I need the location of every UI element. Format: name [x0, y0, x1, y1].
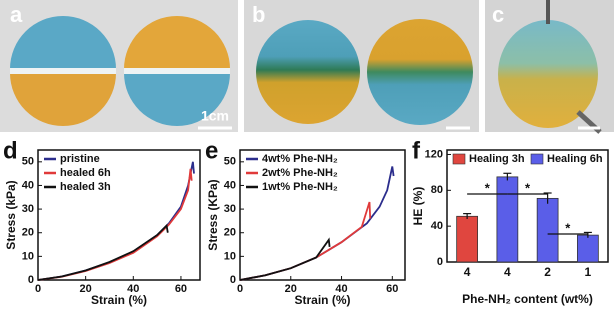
- x-tick-label: 0: [35, 283, 41, 295]
- series-line: [239, 237, 331, 281]
- series-line: [239, 201, 372, 281]
- photo-b: b: [244, 0, 479, 132]
- x-tick-label: 40: [127, 283, 139, 295]
- bar: [496, 176, 519, 263]
- x-tick-label: 4: [504, 265, 511, 279]
- plot-frame: [37, 149, 201, 281]
- y-axis-label: HE (%): [411, 187, 425, 226]
- series-line: [37, 223, 169, 281]
- x-tick-label: 60: [386, 283, 398, 295]
- x-tick-label: 40: [335, 283, 347, 295]
- y-tick-label: 20: [22, 227, 34, 239]
- y-tick-label: 30: [22, 203, 34, 215]
- photo-c: c: [485, 0, 614, 134]
- legend-swatch: [530, 153, 544, 165]
- x-axis-label: Strain (%): [91, 293, 147, 307]
- photo-a: a 1cm: [0, 0, 238, 132]
- bar: [577, 234, 599, 263]
- y-tick-label: 40: [431, 220, 443, 232]
- y-tick-label: 0: [437, 256, 443, 268]
- x-axis-label: Strain (%): [294, 293, 350, 307]
- y-axis-label: Stress (KPa): [206, 179, 220, 250]
- bar: [536, 197, 559, 263]
- y-tick-label: 10: [22, 250, 34, 262]
- panel-label: c: [492, 2, 504, 27]
- legend-label: 2wt% Phe-NH₂: [262, 167, 338, 179]
- y-tick-label: 50: [224, 156, 236, 168]
- y-tick-label: 10: [224, 250, 236, 262]
- scale-label: 1cm: [201, 108, 229, 124]
- y-tick-label: 0: [28, 274, 34, 286]
- x-axis-label: Phe-NH₂ content (wt%): [462, 292, 593, 306]
- y-tick-label: 30: [224, 203, 236, 215]
- legend-label: 4wt% Phe-NH₂: [262, 153, 338, 165]
- x-tick-label: 0: [237, 283, 243, 295]
- panel-label: a: [10, 2, 23, 27]
- x-tick-label: 1: [585, 265, 592, 279]
- legend-label: pristine: [60, 153, 100, 165]
- y-tick-label: 20: [224, 227, 236, 239]
- legend-label: Healing 3h: [469, 153, 525, 165]
- panel-label: e: [205, 137, 218, 164]
- legend-swatch: [452, 153, 466, 165]
- legend-label: Healing 6h: [547, 153, 603, 165]
- y-tick-label: 120: [425, 148, 443, 160]
- y-tick-label: 0: [230, 274, 236, 286]
- plot-frame: [446, 149, 609, 263]
- significance-mark: *: [565, 220, 571, 235]
- y-tick-label: 50: [22, 156, 34, 168]
- bar: [456, 215, 478, 263]
- y-tick-label: 80: [431, 184, 443, 196]
- y-tick-label: 40: [22, 179, 34, 191]
- y-tick-label: 40: [224, 179, 236, 191]
- x-tick-label: 4: [464, 265, 471, 279]
- legend-label: 1wt% Phe-NH₂: [262, 181, 338, 193]
- significance-mark: *: [525, 180, 531, 195]
- x-tick-label: 20: [285, 283, 297, 295]
- x-tick-label: 60: [175, 283, 187, 295]
- panel-label: f: [412, 137, 421, 164]
- panel-label: d: [3, 137, 18, 164]
- plot-frame: [239, 149, 406, 281]
- significance-mark: *: [485, 180, 491, 195]
- y-axis-label: Stress (kPa): [4, 180, 18, 249]
- x-tick-label: 20: [80, 283, 92, 295]
- panel-label: b: [252, 2, 265, 27]
- legend-label: healed 6h: [60, 167, 111, 179]
- x-tick-label: 2: [544, 265, 551, 279]
- series-line: [37, 161, 195, 281]
- legend-label: healed 3h: [60, 181, 111, 193]
